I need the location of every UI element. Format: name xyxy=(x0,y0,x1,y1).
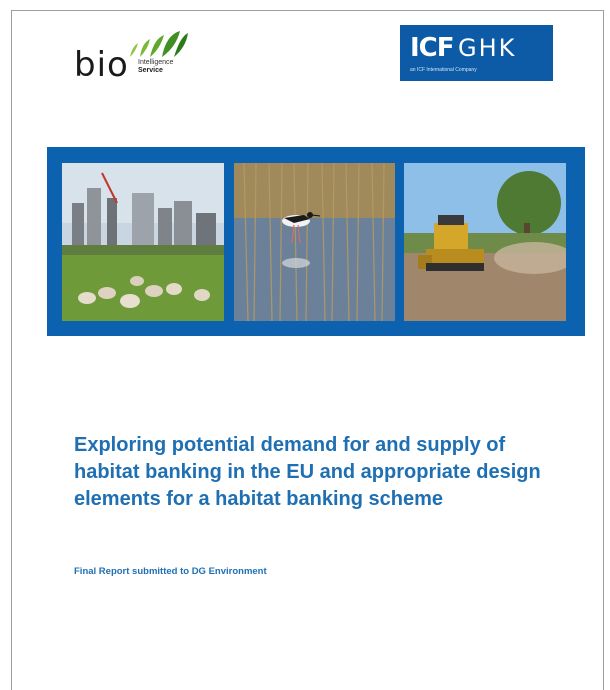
ghk-letters: GHK xyxy=(458,34,517,62)
report-title: Exploring potential demand for and suppl… xyxy=(74,434,541,510)
bio-logo-line2: Service xyxy=(138,67,163,74)
icf-logo-text: ICF xyxy=(410,33,455,63)
bio-intelligence-service-logo: bio Intelligence Service xyxy=(74,29,214,85)
report-cover: bio Intelligence Service ICF GHK an ICF … xyxy=(11,10,604,690)
leaves-icon xyxy=(130,31,188,57)
ghk-logo-text: GHK xyxy=(458,34,516,62)
bio-logo-line1: Intelligence xyxy=(138,59,174,66)
wading-bird-photo xyxy=(234,163,395,321)
bio-logo-word: bio xyxy=(74,45,129,85)
city-sheep-photo xyxy=(62,163,224,321)
photo-band xyxy=(47,147,585,336)
bio-logo-subtext: Intelligence Service xyxy=(138,59,173,75)
report-subtitle: Final Report submitted to DG Environment xyxy=(74,566,267,577)
icf-tagline: an ICF International Company xyxy=(410,67,477,73)
icf-ghk-logo: ICF GHK an ICF International Company xyxy=(400,25,553,81)
bulldozer-photo xyxy=(404,163,566,321)
